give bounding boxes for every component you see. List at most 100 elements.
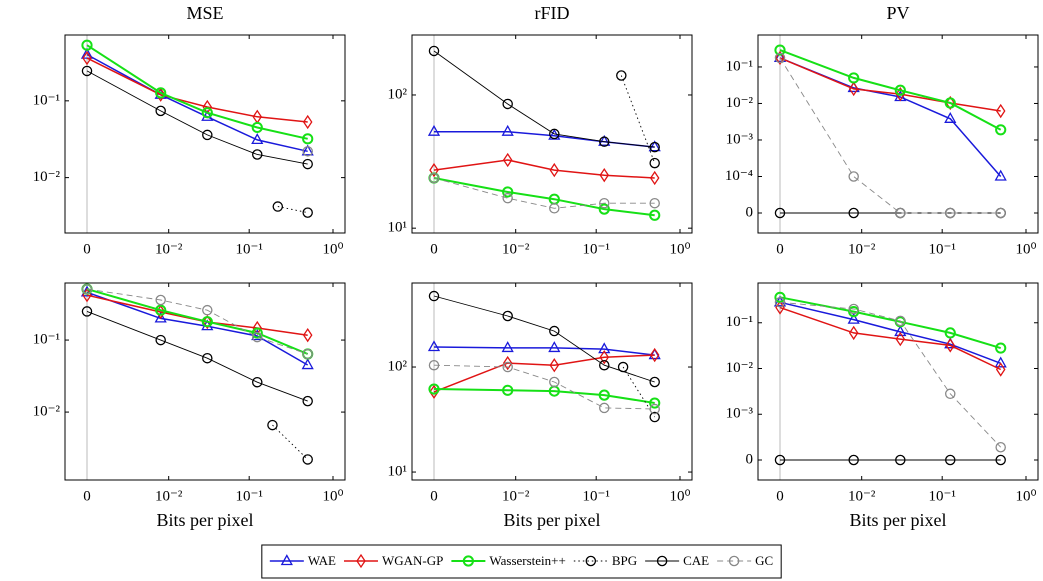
series-line xyxy=(86,310,308,402)
series-line xyxy=(779,57,1002,177)
marker xyxy=(302,207,313,218)
marker xyxy=(848,207,859,219)
x-tick-label: 0 xyxy=(776,241,784,257)
marker xyxy=(427,340,441,352)
legend-label: GC xyxy=(755,553,773,568)
marker xyxy=(848,72,860,84)
x-tick-label: 10⁻² xyxy=(848,241,876,257)
plot-frame xyxy=(757,282,1039,481)
marker xyxy=(895,207,906,219)
subplot-title: rFID xyxy=(535,3,570,23)
marker xyxy=(848,303,859,315)
series-line xyxy=(86,57,308,123)
x-axis-label: Bits per pixel xyxy=(157,510,254,530)
marker xyxy=(501,341,514,353)
marker xyxy=(502,384,514,396)
marker xyxy=(649,376,660,388)
marker xyxy=(649,157,660,169)
marker xyxy=(848,454,859,466)
plot-frame xyxy=(411,34,693,234)
marker xyxy=(895,86,906,102)
marker xyxy=(598,203,610,215)
marker xyxy=(502,186,514,198)
marker xyxy=(848,171,859,182)
marker xyxy=(995,103,1006,119)
marker xyxy=(995,124,1007,136)
marker xyxy=(895,315,906,327)
series xyxy=(773,51,1007,181)
marker xyxy=(502,361,513,373)
marker xyxy=(252,149,263,160)
plot-frame xyxy=(64,282,346,481)
marker xyxy=(994,356,1007,368)
x-axis-label: Bits per pixel xyxy=(504,510,601,530)
marker xyxy=(599,402,610,414)
series-line xyxy=(434,130,655,148)
marker xyxy=(155,87,166,102)
x-tick-label: 10⁻¹ xyxy=(235,488,262,504)
marker xyxy=(302,327,313,343)
marker xyxy=(155,334,166,346)
series-line xyxy=(86,288,308,355)
series xyxy=(82,50,313,130)
marker xyxy=(302,114,313,130)
y-tick-label: 10² xyxy=(388,86,408,102)
series xyxy=(774,44,1007,136)
marker xyxy=(252,331,263,343)
marker xyxy=(649,197,660,209)
marker xyxy=(599,350,610,365)
marker xyxy=(774,52,786,64)
marker xyxy=(995,207,1006,219)
series-line xyxy=(779,296,1001,350)
series xyxy=(302,146,313,157)
marker xyxy=(649,411,660,423)
series-line xyxy=(433,177,655,209)
marker xyxy=(648,348,661,360)
marker xyxy=(549,376,560,388)
marker xyxy=(155,87,167,99)
series-line xyxy=(779,301,1001,365)
series xyxy=(429,347,660,400)
series-line xyxy=(433,388,655,404)
marker xyxy=(944,327,956,339)
marker xyxy=(428,290,440,302)
marker xyxy=(502,355,513,371)
marker xyxy=(995,362,1006,377)
legend-label: Wasserstein++ xyxy=(489,553,565,568)
marker xyxy=(895,331,906,347)
marker xyxy=(598,342,611,354)
series xyxy=(81,65,313,170)
y-tick-label: 10¹ xyxy=(388,220,408,236)
series xyxy=(81,306,313,407)
series xyxy=(774,52,1006,219)
x-tick-label: 10⁰ xyxy=(322,488,343,504)
series xyxy=(616,70,660,169)
marker xyxy=(895,454,906,466)
series xyxy=(428,359,660,415)
marker xyxy=(649,170,660,186)
marker xyxy=(251,121,263,134)
marker xyxy=(82,50,92,66)
subplot: 0 10⁻² 10⁻¹ 10⁰ 10⁻² 10⁻¹ MSE xyxy=(33,3,346,257)
x-tick-label: 10⁰ xyxy=(322,241,343,257)
marker xyxy=(995,342,1007,354)
series xyxy=(81,283,313,360)
marker xyxy=(599,136,610,147)
marker xyxy=(155,304,167,316)
x-tick-label: 0 xyxy=(776,488,784,504)
marker xyxy=(252,376,263,388)
marker xyxy=(502,152,513,168)
series-line xyxy=(779,57,1001,112)
marker xyxy=(549,358,560,373)
marker xyxy=(894,84,906,96)
marker xyxy=(272,201,284,212)
marker xyxy=(945,95,956,111)
marker xyxy=(774,44,786,56)
marker xyxy=(202,352,213,364)
marker xyxy=(267,419,278,431)
series-line xyxy=(86,294,308,336)
marker xyxy=(585,555,597,567)
series-line xyxy=(433,364,655,410)
marker xyxy=(301,358,314,370)
